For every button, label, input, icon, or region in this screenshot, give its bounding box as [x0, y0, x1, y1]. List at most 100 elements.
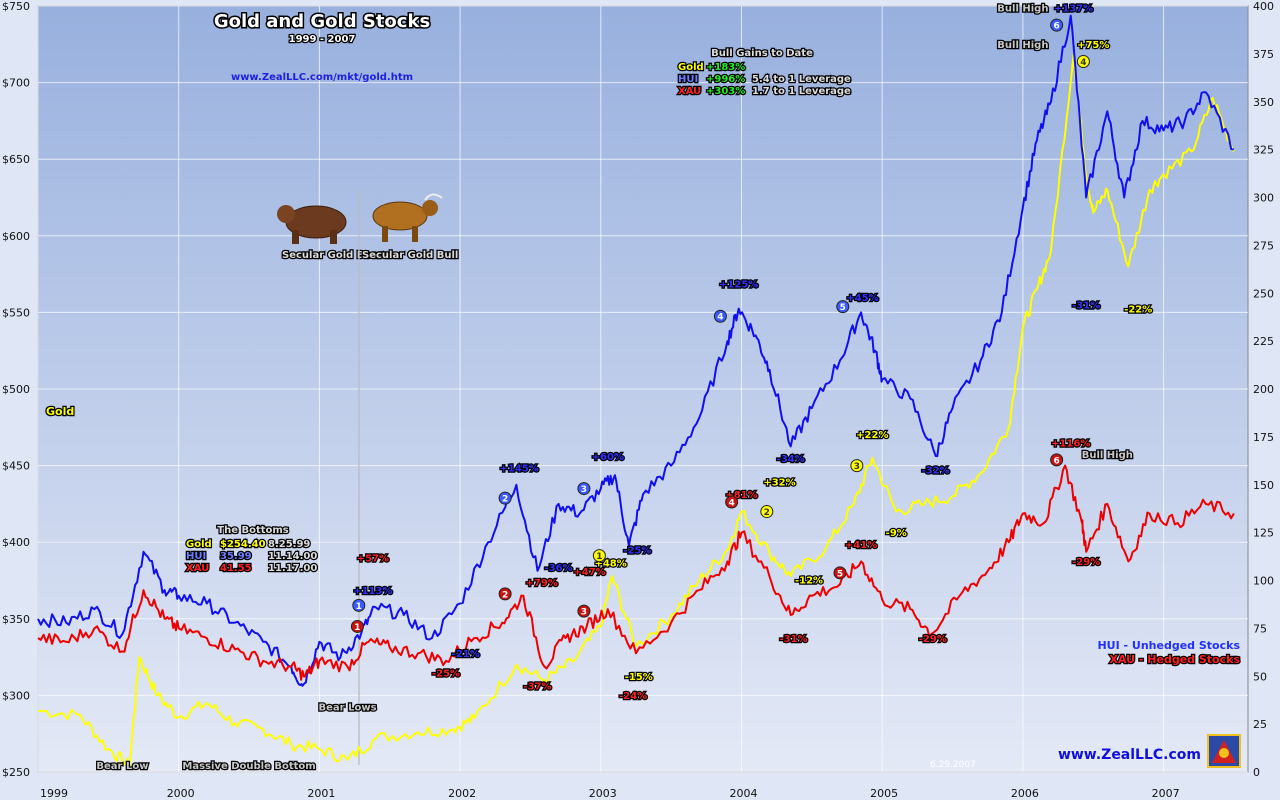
- bottom-xau-label: XAU: [186, 563, 209, 574]
- watermark: www.ZealLLC.com: [1058, 747, 1201, 763]
- annotation-label: Bull High: [1082, 450, 1133, 461]
- annotation-label: -32%: [922, 465, 950, 476]
- bear-caption: Secular Gold Bear: [282, 250, 383, 261]
- annotation-label: -31%: [779, 634, 807, 645]
- annotation-label: +79%: [526, 578, 558, 589]
- x-tick-label: 2007: [1152, 787, 1180, 800]
- x-tick-label: 2003: [589, 787, 617, 800]
- right-tick-label: 100: [1253, 575, 1274, 588]
- cycle-marker-number: 1: [356, 602, 362, 612]
- left-tick-label: $300: [2, 689, 30, 702]
- chart-title: Gold and Gold Stocks: [214, 11, 430, 32]
- annotation-label: -31%: [1072, 301, 1100, 312]
- bottom-gold-label: Gold: [186, 539, 212, 550]
- right-tick-label: 75: [1253, 622, 1267, 635]
- annotation-label: -9%: [886, 528, 907, 539]
- annotation-label: +125%: [719, 280, 758, 291]
- right-tick-label: 375: [1253, 48, 1274, 61]
- date-stamp: 6.29.2007: [930, 760, 976, 770]
- cycle-marker-number: 1: [596, 552, 602, 562]
- bull-caption: Secular Gold Bull: [362, 250, 458, 261]
- annotation-label: -29%: [919, 634, 947, 645]
- annotation-label: +113%: [353, 586, 392, 597]
- bottom-xau-date: 11.17.00: [268, 563, 317, 574]
- annotation-label: +57%: [357, 553, 389, 564]
- annotation-label: +137%: [1054, 4, 1093, 15]
- annotation-label: -21%: [452, 649, 480, 660]
- left-tick-label: $650: [2, 153, 30, 166]
- bottom-gold-value: $254.40: [220, 539, 266, 550]
- bull-hui-note: 5.4 to 1 Leverage: [752, 74, 851, 85]
- cycle-marker-number: 4: [729, 498, 735, 508]
- cycle-marker: [833, 566, 847, 580]
- annotation-label: -24%: [619, 691, 647, 702]
- cycle-marker: [498, 587, 512, 601]
- series-line-hui: [37, 14, 1235, 687]
- x-tick-label: 2004: [729, 787, 757, 800]
- right-axis: 0 25 50 75 100 125 150 175 200 225 250 275 300 325 350…: [1253, 0, 1274, 779]
- right-tick-label: 175: [1253, 431, 1274, 444]
- cycle-marker: [350, 619, 364, 633]
- marker-layer: 1 1 2 2 3 3 1 4 4 2 5 5 3 6 6 4: [350, 18, 1090, 633]
- annotation-label: -34%: [777, 454, 805, 465]
- right-tick-label: 25: [1253, 718, 1267, 731]
- cycle-marker: [577, 604, 591, 618]
- right-tick-label: 350: [1253, 96, 1274, 109]
- annotation-label: +116%: [1051, 438, 1090, 449]
- chart-subtitle: 1999 - 2007: [289, 34, 356, 45]
- bottom-hui-label: HUI: [186, 551, 206, 562]
- cycle-marker-number: 5: [837, 569, 843, 579]
- right-tick-label: 50: [1253, 670, 1267, 683]
- annotation-label: Bear Lows: [319, 703, 377, 714]
- zeal-logo: [1207, 734, 1241, 768]
- bottom-hui-value: 35.99: [220, 551, 252, 562]
- right-tick-label: 250: [1253, 287, 1274, 300]
- cycle-marker: [760, 505, 774, 519]
- left-tick-label: $500: [2, 383, 30, 396]
- right-tick-label: 125: [1253, 527, 1274, 540]
- legend-hui: HUI - Unhedged Stocks: [1097, 639, 1240, 652]
- annotation-label: +145%: [500, 463, 539, 474]
- cycle-marker: [1076, 55, 1090, 69]
- annotation-label: -22%: [1124, 304, 1152, 315]
- bull-hui-label: HUI: [678, 74, 698, 85]
- x-tick-label: 1999: [40, 787, 68, 800]
- bull-gains-box: Bull Gains to Date Gold +183% HUI +996% …: [677, 47, 853, 99]
- bull-gold-label: Gold: [678, 62, 704, 73]
- cycle-marker-number: 4: [717, 313, 723, 323]
- annotation-label: Bear Low: [96, 761, 148, 772]
- right-tick-label: 325: [1253, 144, 1274, 157]
- cycle-marker: [352, 598, 366, 612]
- bull-gains-title: Bull Gains to Date: [711, 48, 813, 59]
- left-tick-label: $700: [2, 77, 30, 90]
- annotation-label: Bull High: [997, 4, 1048, 15]
- grid: [37, 5, 1248, 773]
- bottom-xau-value: 41.55: [220, 563, 252, 574]
- annotation-layer: Bear Low Massive Double Bottom Bear Lows +1…: [95, 2, 1153, 773]
- bottoms-box: The Bottoms Gold $254.40 8.25.99 HUI 35.…: [185, 524, 319, 576]
- cycle-marker: [836, 300, 850, 314]
- bottom-hui-date: 11.14.00: [268, 551, 317, 562]
- series-layer: [37, 14, 1235, 767]
- cycle-marker-number: 3: [854, 462, 860, 472]
- annotation-label: +32%: [763, 478, 795, 489]
- left-tick-label: $600: [2, 230, 30, 243]
- cycle-marker: [1050, 453, 1064, 467]
- legend-xau: XAU - Hedged Stocks: [1109, 653, 1240, 666]
- annotation-label: -36%: [545, 563, 573, 574]
- right-tick-label: 0: [1253, 766, 1260, 779]
- cycle-marker: [713, 309, 727, 323]
- right-tick-label: 300: [1253, 192, 1274, 205]
- annotation-label: +41%: [845, 540, 877, 551]
- left-tick-label: $550: [2, 306, 30, 319]
- bull-xau-gain: +303%: [706, 86, 745, 97]
- right-tick-label: 275: [1253, 239, 1274, 252]
- cycle-marker: [577, 482, 591, 496]
- top-url: www.ZealLLC.com/mkt/gold.htm: [231, 72, 413, 83]
- cycle-marker-number: 1: [354, 623, 360, 633]
- cycle-marker: [1050, 18, 1064, 32]
- x-tick-label: 2000: [167, 787, 195, 800]
- cycle-marker-number: 4: [1080, 58, 1086, 68]
- right-tick-label: 200: [1253, 383, 1274, 396]
